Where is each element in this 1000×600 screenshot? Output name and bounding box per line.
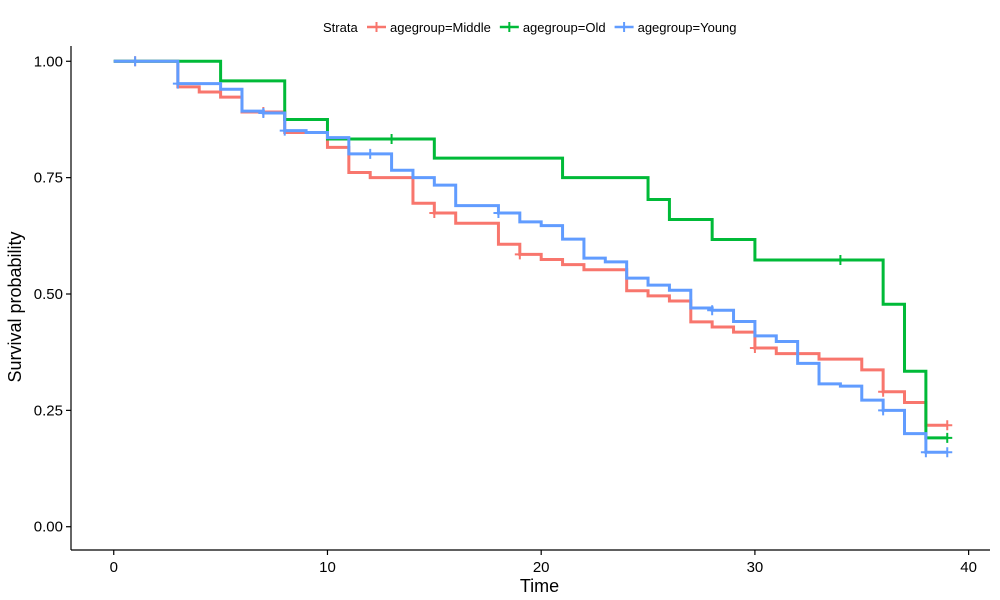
censor-mark: [835, 255, 846, 266]
censor-mark: [514, 249, 525, 260]
censor-mark: [942, 432, 953, 443]
legend-item-middle: agegroup=Middle: [367, 20, 491, 35]
plot-series: [113, 56, 953, 458]
y-axis-title: Survival probability: [5, 231, 25, 382]
legend-item-young: agegroup=Young: [614, 20, 737, 35]
survival-curve-middle: [113, 59, 948, 427]
legend-label-young: agegroup=Young: [638, 20, 737, 35]
censor-mark: [493, 208, 504, 219]
censor-mark: [920, 447, 931, 458]
series-old: [113, 59, 953, 443]
x-tick-label: 30: [747, 559, 764, 576]
y-tick-label: 0.25: [34, 402, 63, 419]
x-axis-title: Time: [520, 576, 559, 596]
censor-mark: [749, 342, 760, 353]
survival-curve-old: [113, 59, 948, 440]
x-tick-label: 20: [533, 559, 550, 576]
legend-label-middle: agegroup=Middle: [390, 20, 491, 35]
series-middle: [113, 56, 953, 431]
legend-title: Strata: [323, 20, 358, 35]
y-tick-label: 0.50: [34, 286, 63, 303]
legend-item-old: agegroup=Old: [499, 20, 606, 35]
series-young: [113, 56, 953, 458]
censor-mark: [279, 125, 290, 136]
censor-mark: [878, 386, 889, 397]
x-tick-label: 0: [110, 559, 118, 576]
censor-mark: [707, 305, 718, 316]
censor-mark: [429, 208, 440, 219]
x-axis-ticks: 0 10 20 30 40: [110, 550, 977, 576]
axes: 0 10 20 30 40 0.00 0.25 0.50 0.75 1.00 Time Surv…: [5, 46, 990, 596]
censor-mark: [130, 56, 141, 67]
censor-mark: [258, 107, 269, 118]
y-tick-label: 0.75: [34, 170, 63, 187]
censor-mark: [942, 447, 953, 458]
y-tick-label: 0.00: [34, 519, 63, 536]
legend: Strata agegroup=Middle agegroup=Old agegro…: [323, 20, 737, 35]
survival-curve-young: [113, 59, 948, 454]
y-axis-ticks: 0.00 0.25 0.50 0.75 1.00: [34, 53, 71, 536]
y-tick-label: 1.00: [34, 53, 63, 70]
legend-label-old: agegroup=Old: [523, 20, 606, 35]
censor-mark: [878, 405, 889, 416]
censor-mark: [386, 134, 397, 145]
censor-mark: [942, 420, 953, 431]
x-tick-label: 40: [960, 559, 977, 576]
censor-mark: [172, 78, 183, 89]
censor-mark: [365, 148, 376, 159]
x-tick-label: 10: [319, 559, 336, 576]
